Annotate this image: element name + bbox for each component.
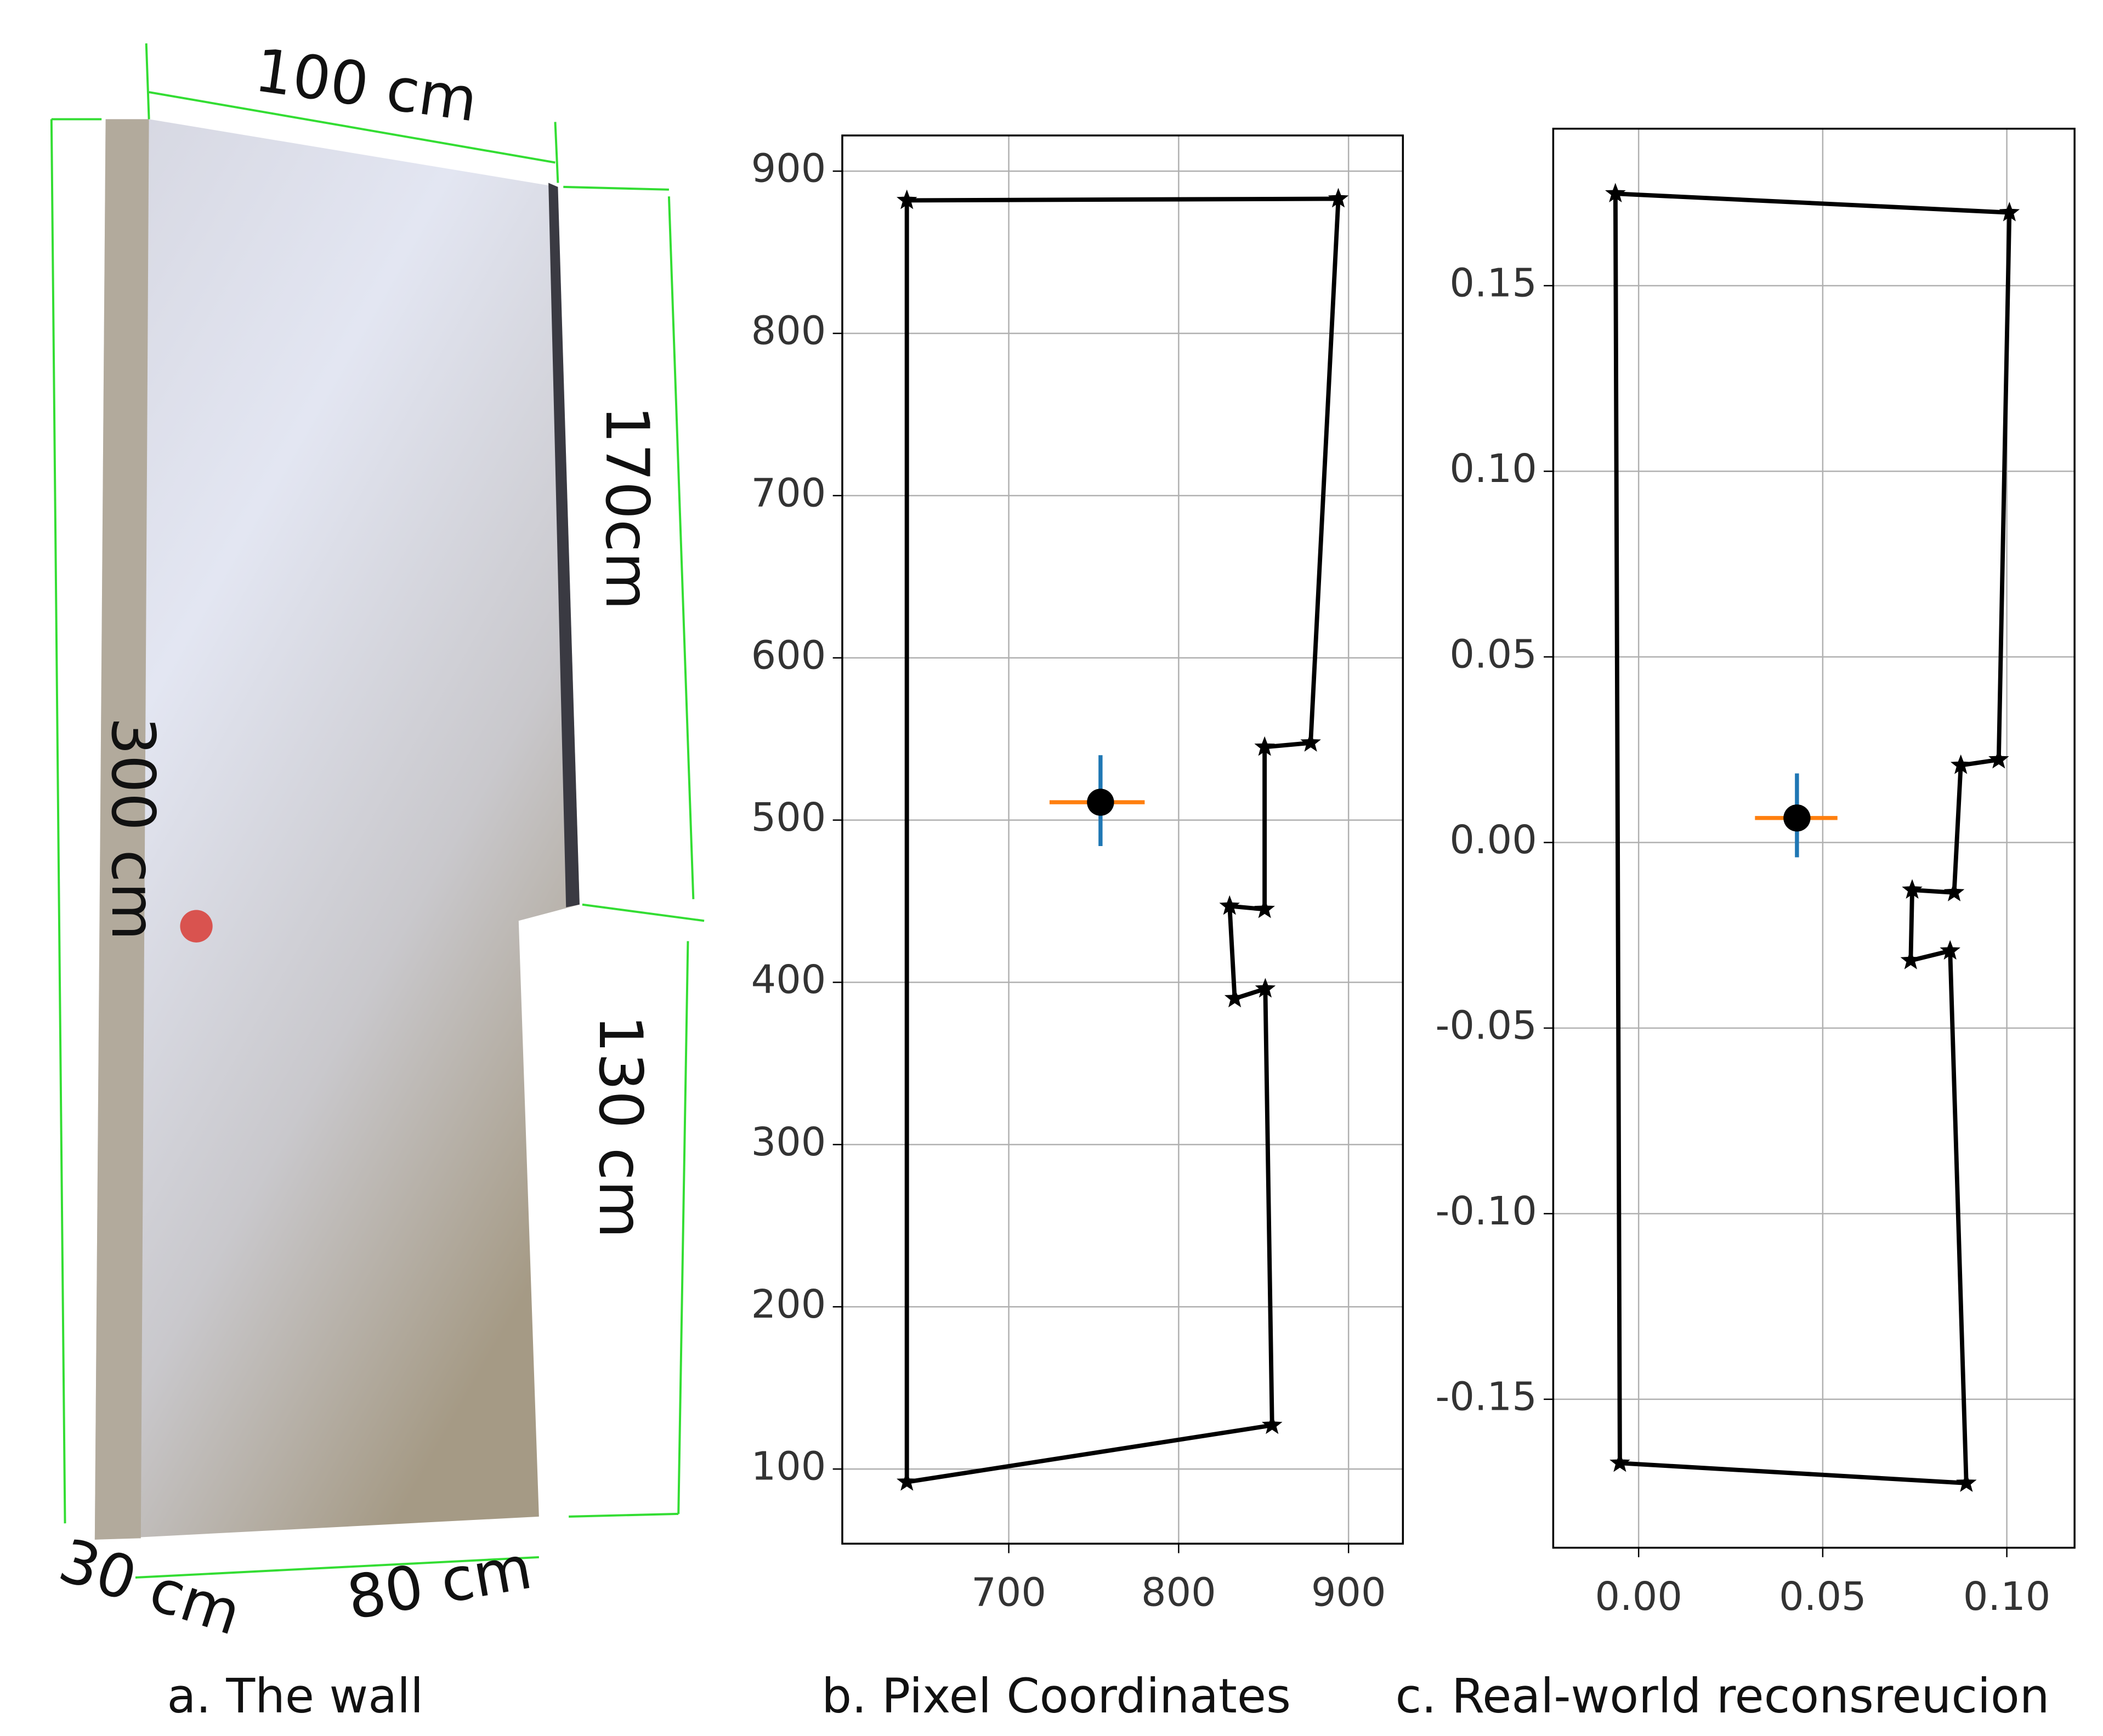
outline [904, 196, 1341, 1484]
y-tick-label: 0.00 [1449, 817, 1537, 863]
corner-marker [1900, 949, 1921, 969]
wall-shadow [548, 183, 580, 907]
y-tick-label: 100 [751, 1444, 826, 1489]
corner-marker [1219, 895, 1240, 915]
outline [1613, 191, 2012, 1485]
y-tick-label: 500 [751, 795, 826, 840]
corner-marker [896, 189, 917, 209]
corner-marker [1254, 898, 1275, 918]
caption: b. Pixel Coordinates [821, 1669, 1291, 1724]
dimension-label: 100 cm [251, 35, 481, 135]
y-tick-label: 800 [751, 308, 826, 354]
x-tick-label: 0.10 [1963, 1574, 2050, 1619]
plot-frame [1552, 127, 2076, 1549]
corner-marker [1950, 754, 1971, 774]
centroid [1783, 804, 1811, 832]
x-tick-label: 700 [971, 1570, 1046, 1615]
corner-marker [1300, 732, 1321, 752]
dimension-lines [50, 43, 705, 1579]
corner-marker [1940, 940, 1960, 960]
corner-marker [1262, 1414, 1283, 1434]
x-tick-label: 900 [1311, 1570, 1386, 1615]
dimension-label: 130 cm [586, 1015, 655, 1238]
corner-marker [1988, 748, 2009, 769]
y-tick-label: 900 [751, 146, 826, 191]
x-tick-label: 0.00 [1595, 1574, 1682, 1619]
wall-photo: 100 cm 170cm 300 cm 130 cm 30 cm 80 cm a… [50, 35, 705, 1724]
x-tick-label: 800 [1141, 1570, 1216, 1615]
red-dot [180, 910, 213, 943]
y-tick-label: 700 [751, 470, 826, 515]
chart: 700 800 900 100 200 300 400 500 600 700 800 900 b. P… [751, 134, 1404, 1724]
corner-marker [1254, 736, 1275, 756]
dimension-label: 80 cm [342, 1533, 537, 1633]
dimension-label: 170cm [592, 406, 662, 610]
wall-edge [94, 119, 149, 1540]
corner-marker [1255, 978, 1276, 998]
corner-marker [1902, 879, 1923, 899]
y-tick-label: 0.05 [1449, 632, 1537, 677]
corner-marker [1999, 202, 2020, 222]
plot-frame [841, 134, 1404, 1545]
y-tick-label: 200 [751, 1281, 826, 1327]
corner-marker [1328, 188, 1349, 208]
y-tick-label: -0.15 [1435, 1374, 1537, 1419]
corner-marker [1609, 1452, 1630, 1472]
corner-marker [1224, 988, 1245, 1008]
dimension-label: 30 cm [52, 1525, 250, 1649]
wall [94, 119, 580, 1540]
corner-marker [1943, 882, 1965, 901]
y-tick-label: 0.10 [1449, 446, 1537, 491]
y-tick-label: 300 [751, 1119, 826, 1165]
centroid [1087, 788, 1114, 816]
y-tick-label: -0.10 [1435, 1188, 1537, 1234]
y-tick-label: 0.15 [1449, 260, 1537, 306]
caption: a. The wall [167, 1669, 423, 1724]
dimension-label: 300 cm [98, 717, 168, 940]
caption: c. Real-world reconsreucion [1396, 1669, 2050, 1724]
x-tick-label: 0.05 [1779, 1574, 1866, 1619]
corner-marker [896, 1471, 917, 1491]
corner-marker [1605, 183, 1626, 203]
chart: 0.00 0.05 0.10 -0.15 -0.10 -0.05 0.00 0.05 0.10 0… [1396, 127, 2076, 1724]
y-tick-label: 600 [751, 632, 826, 678]
corner-marker [1956, 1472, 1977, 1492]
y-tick-label: -0.05 [1435, 1002, 1537, 1048]
y-tick-label: 400 [751, 957, 826, 1002]
